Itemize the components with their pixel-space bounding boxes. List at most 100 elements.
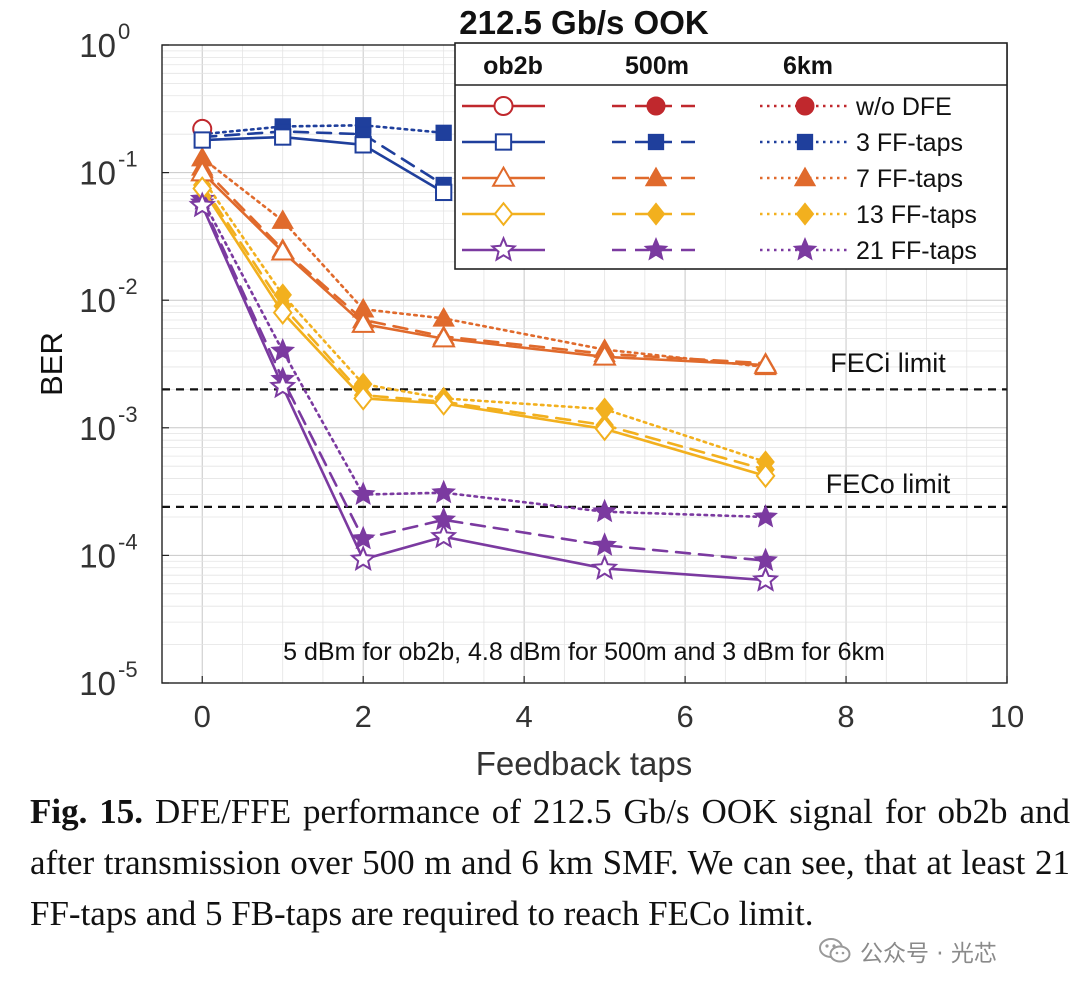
- legend-marker-500m: [646, 202, 666, 226]
- legend-column-6km: 6km: [783, 52, 833, 80]
- data-point-21-ff-taps-ob2b: [591, 554, 619, 581]
- y-tick-exponent: -5: [118, 657, 138, 682]
- chart-title: 212.5 Gb/s OOK: [459, 4, 709, 41]
- series-line-3-ff-taps-ob2b: [200, 135, 445, 194]
- data-point-13-ff-taps-ob2b: [353, 385, 374, 411]
- data-point-21-ff-taps-6km: [592, 498, 617, 523]
- series-line-21-ff-taps-500m: [200, 201, 767, 562]
- legend-marker-6km: [796, 133, 814, 151]
- y-axis-label: BER: [34, 332, 69, 396]
- series-line-7-ff-taps-500m: [200, 166, 767, 365]
- y-tick-exponent: -4: [118, 529, 138, 554]
- data-point-21-ff-taps-500m: [350, 525, 376, 550]
- data-point-7-ff-taps-ob2b: [592, 344, 617, 366]
- legend-box: [454, 42, 1008, 270]
- legend-row-label: 7 FF-taps: [856, 165, 963, 193]
- x-tick-label: 8: [837, 699, 854, 734]
- data-point-13-ff-taps-ob2b: [272, 300, 293, 325]
- data-point-7-ff-taps-ob2b: [270, 239, 295, 261]
- data-point-21-ff-taps-500m: [592, 532, 617, 556]
- series-line-3-ff-taps-500m: [200, 130, 445, 187]
- series-line-13-ff-taps-ob2b: [200, 187, 767, 478]
- y-tick-label: 10: [79, 665, 116, 702]
- data-point-3-ff-taps-ob2b: [274, 128, 292, 146]
- watermark: 公众号 · 光芯: [812, 931, 1003, 971]
- legend-marker-ob2b: [493, 96, 514, 116]
- legend-marker-ob2b: [491, 165, 516, 187]
- y-tick-exponent: 0: [118, 19, 130, 44]
- legend-row-label: 13 FF-taps: [856, 201, 977, 229]
- y-tick-exponent: -1: [118, 147, 138, 172]
- caption-label: Fig. 15.: [30, 792, 144, 831]
- series-line-21-ff-taps-6km: [200, 197, 767, 519]
- x-tick-label: 4: [516, 699, 533, 734]
- data-point-21-ff-taps-ob2b: [430, 522, 458, 549]
- legend-marker-500m: [643, 236, 669, 261]
- series-line-3-ff-taps-6km: [200, 123, 445, 136]
- data-point-13-ff-taps-ob2b: [433, 391, 454, 416]
- legend: ob2b 500m 6km w/o DFE 3 FF-taps 7 FF-taps 13 F…: [454, 42, 1008, 270]
- data-point-21-ff-taps-6km: [431, 479, 457, 504]
- legend-marker-ob2b: [493, 201, 514, 227]
- figure-caption: Fig. 15. DFE/FFE performance of 212.5 Gb…: [30, 786, 1070, 939]
- x-tick-label: 6: [676, 699, 693, 734]
- y-tick-label: 10: [79, 155, 116, 192]
- legend-marker-500m: [646, 96, 666, 116]
- legend-column-500m: 500m: [625, 52, 689, 80]
- series-line-7-ff-taps-ob2b: [200, 171, 767, 367]
- data-point-21-ff-taps-ob2b: [269, 372, 297, 399]
- legend-row-label: 3 FF-taps: [856, 129, 963, 157]
- y-tick-exponent: -3: [118, 402, 138, 427]
- legend-marker-ob2b: [489, 235, 518, 262]
- data-point-3-ff-taps-ob2b: [354, 136, 372, 154]
- data-point-7-ff-taps-6km: [271, 209, 294, 229]
- series-line-21-ff-taps-ob2b: [200, 204, 767, 582]
- legend-marker-6km: [792, 236, 818, 261]
- data-point-21-ff-taps-6km: [350, 481, 376, 506]
- power-annotation: 5 dBm for ob2b, 4.8 dBm for 500m and 3 d…: [283, 638, 885, 666]
- data-point-13-ff-taps-ob2b: [755, 463, 776, 489]
- data-point-7-ff-taps-ob2b: [431, 326, 456, 348]
- data-point-7-ff-taps-ob2b: [753, 352, 778, 374]
- x-tick-label: 2: [355, 699, 372, 734]
- wechat-icon: [819, 938, 851, 963]
- legend-row-label: w/o DFE: [855, 93, 952, 121]
- feci-limit-label: FECi limit: [830, 348, 946, 378]
- data-point-3-ff-taps-ob2b: [435, 183, 453, 202]
- data-point-3-ff-taps-ob2b: [193, 131, 211, 149]
- data-point-21-ff-taps-ob2b: [188, 191, 216, 218]
- data-point-7-ff-taps-ob2b: [351, 311, 376, 333]
- y-tick-label: 10: [79, 537, 116, 574]
- reference-lines: [162, 388, 1007, 508]
- caption-text: DFE/FFE performance of 212.5 Gb/s OOK si…: [30, 792, 1070, 933]
- legend-marker-500m: [647, 133, 665, 151]
- y-tick-label: 10: [79, 27, 116, 64]
- data-point-21-ff-taps-6km: [270, 337, 296, 362]
- data-point-13-ff-taps-ob2b: [594, 416, 615, 442]
- x-axis-label: Feedback taps: [476, 745, 692, 782]
- legend-column-ob2b: ob2b: [483, 52, 543, 80]
- data-point-21-ff-taps-ob2b: [751, 565, 780, 592]
- data-point-3-ff-taps-6km: [435, 124, 452, 141]
- legend-marker-6km: [793, 166, 817, 187]
- y-tick-label: 10: [79, 282, 116, 319]
- legend-marker-ob2b: [494, 133, 513, 151]
- watermark-text: 公众号 · 光芯: [860, 941, 997, 967]
- series-line-13-ff-taps-500m: [200, 183, 767, 471]
- data-point-21-ff-taps-6km: [753, 503, 778, 528]
- data-point-21-ff-taps-ob2b: [349, 545, 377, 571]
- feco-limit-label: FECo limit: [826, 469, 951, 499]
- y-tick-label: 10: [79, 410, 116, 447]
- x-tick-label: 10: [990, 699, 1024, 734]
- legend-marker-6km: [795, 96, 815, 116]
- data-series: [188, 117, 780, 592]
- x-tick-label: 0: [194, 699, 211, 734]
- legend-marker-6km: [795, 202, 815, 226]
- series-line-13-ff-taps-6km: [200, 177, 767, 464]
- series-line-7-ff-taps-6km: [200, 156, 767, 369]
- legend-marker-500m: [644, 166, 668, 187]
- y-tick-exponent: -2: [118, 274, 138, 299]
- legend-row-label: 21 FF-taps: [856, 237, 977, 265]
